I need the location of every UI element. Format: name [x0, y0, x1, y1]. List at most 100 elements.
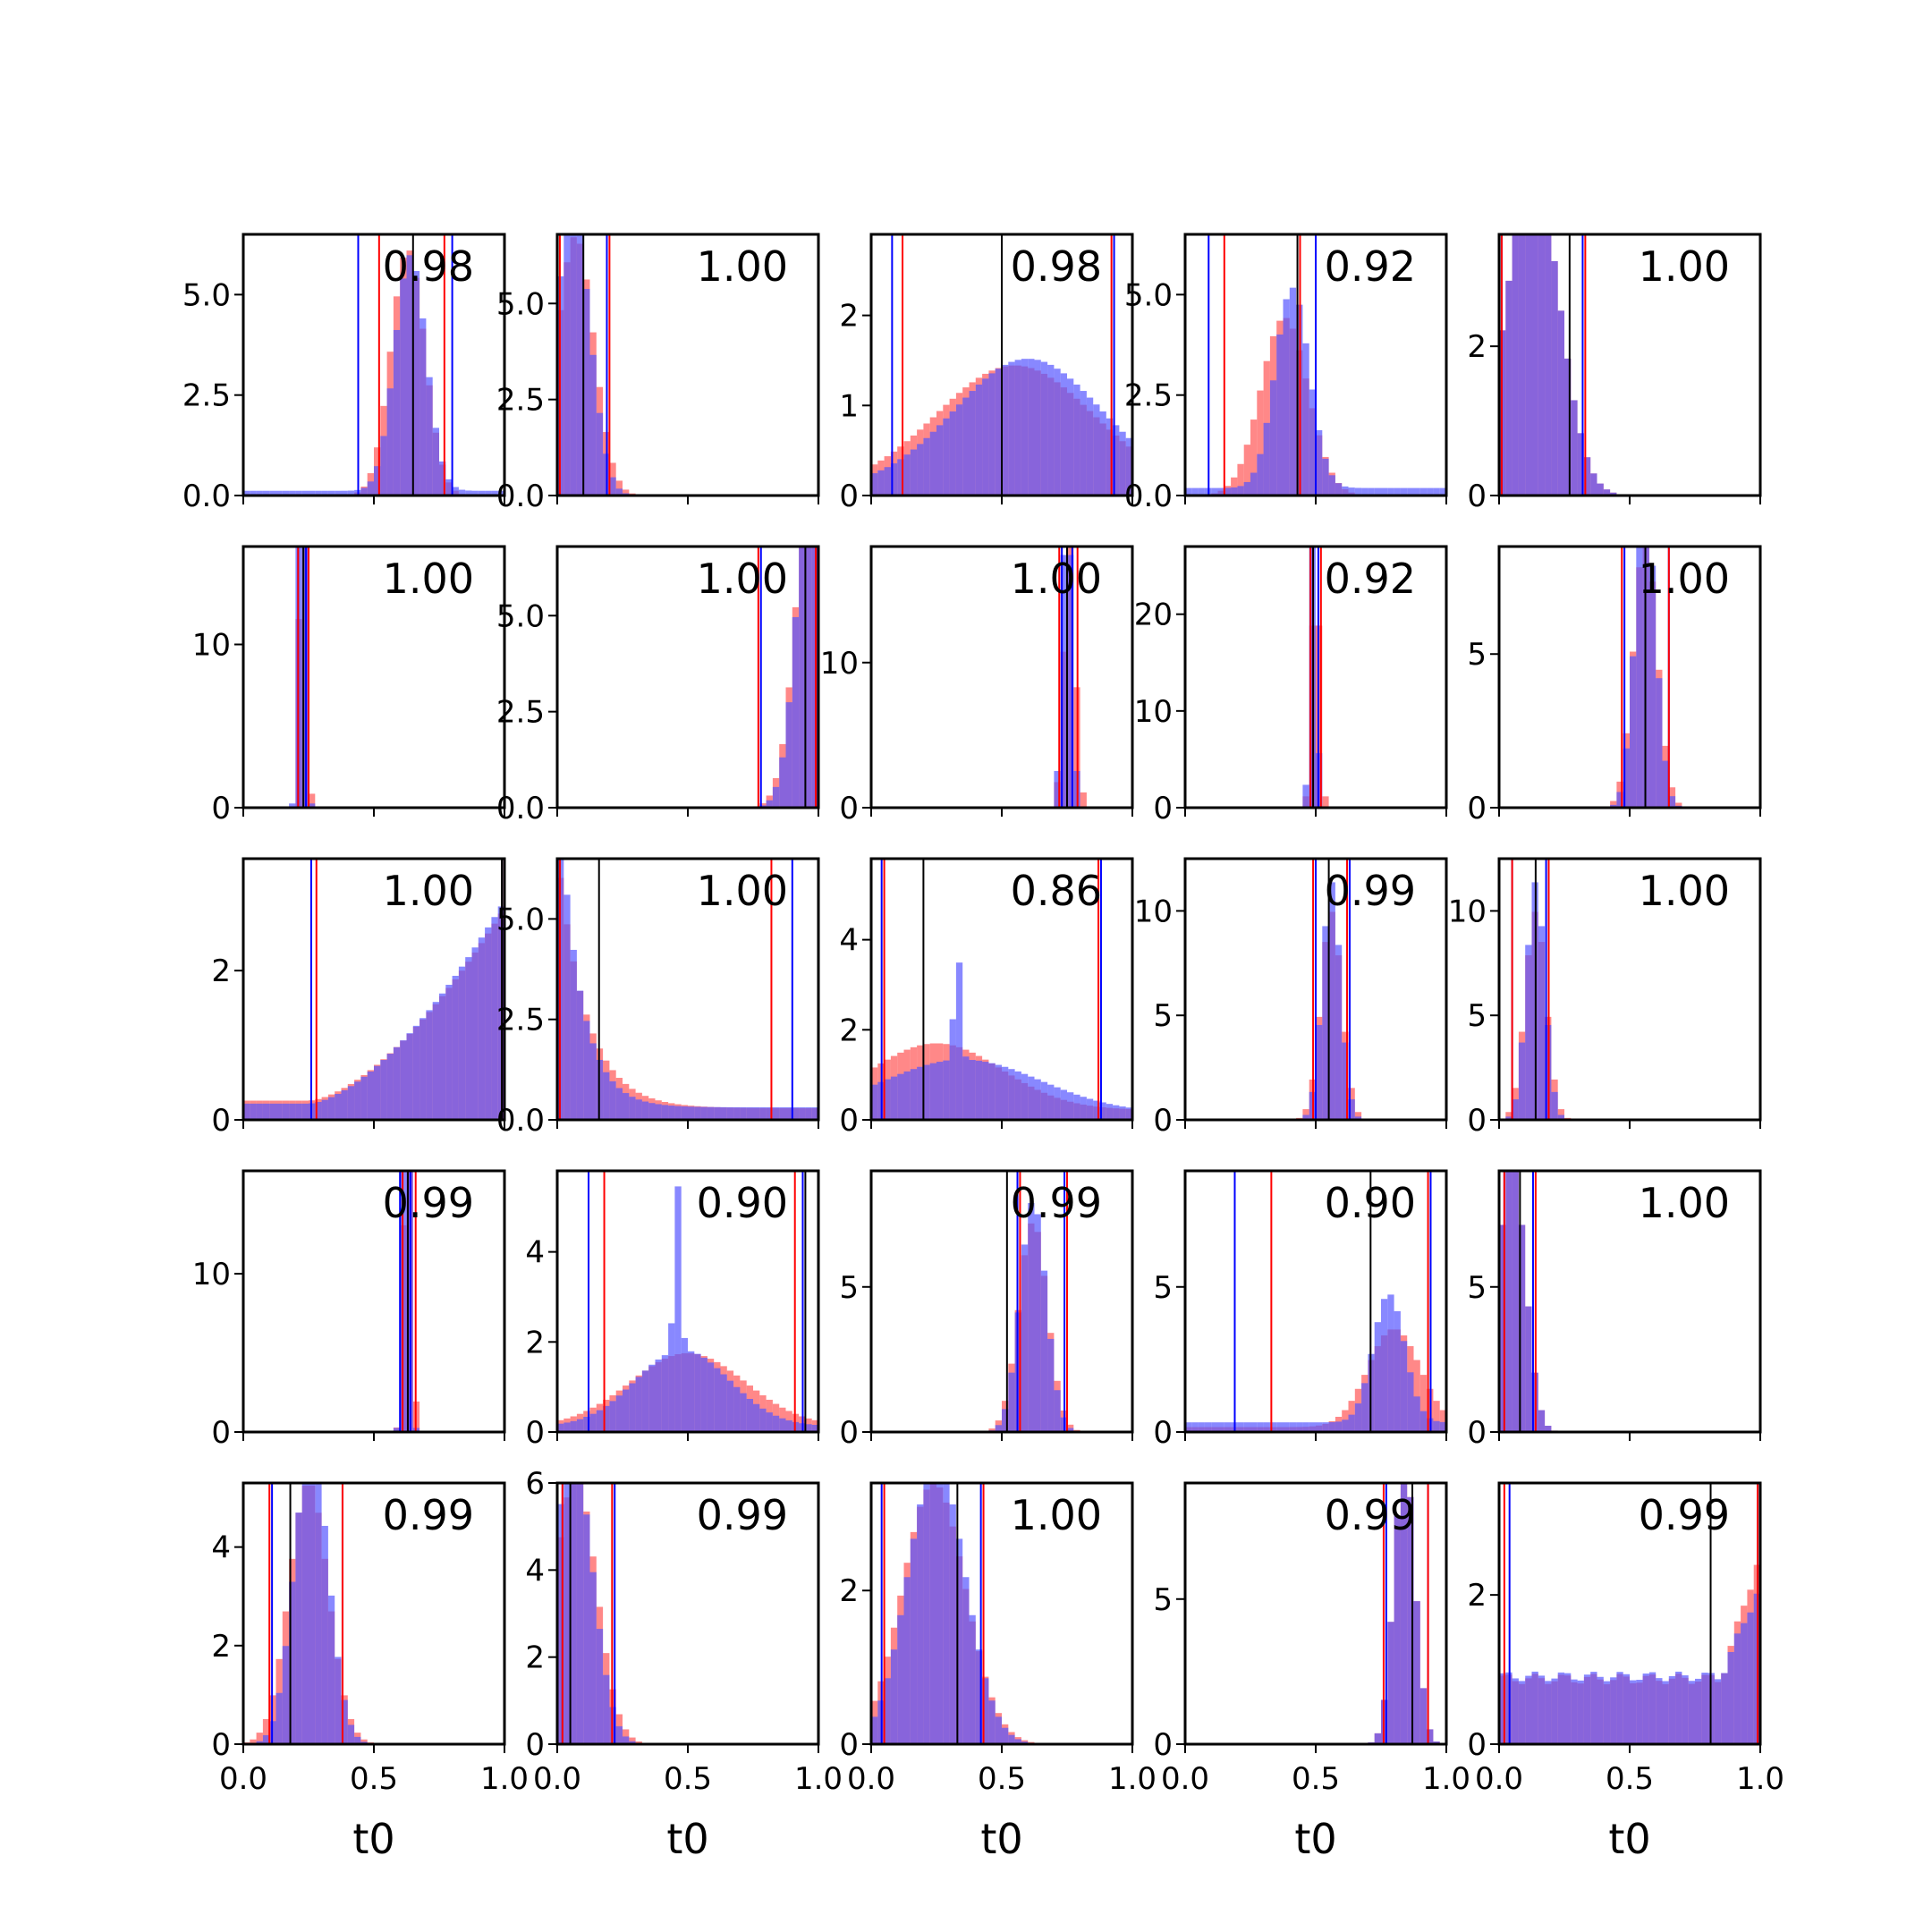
- x-tick-label: 0.0: [847, 1761, 895, 1797]
- panel-score-label: 1.00: [697, 867, 788, 915]
- panel-score-label: 1.00: [1011, 555, 1102, 603]
- hist-bar-b: [655, 1104, 662, 1120]
- hist-bar-b: [321, 490, 328, 496]
- panel-score-label: 1.00: [1639, 555, 1730, 603]
- hist-bar-b: [969, 1060, 976, 1120]
- hist-bar-b: [871, 1716, 878, 1744]
- plot-area: [243, 1483, 387, 1744]
- y-tick-label: 0: [525, 1727, 545, 1763]
- hist-bar-b: [811, 1107, 818, 1120]
- hist-bar-b: [629, 1383, 636, 1432]
- hist-bar-b: [943, 418, 950, 496]
- hist-bar-b: [897, 459, 904, 496]
- hist-bar-b: [478, 937, 486, 1120]
- y-tick-label: 0: [839, 479, 859, 514]
- hist-bar-b: [923, 1064, 930, 1120]
- panel-score-label: 0.92: [1325, 242, 1416, 291]
- hist-bar-a: [635, 1741, 642, 1744]
- hist-bar-b: [1040, 1270, 1048, 1432]
- hist-bar-b: [1531, 1671, 1538, 1744]
- y-tick-label: 4: [525, 1235, 545, 1271]
- hist-bar-a: [1557, 1109, 1564, 1120]
- hist-bar-b: [1014, 1739, 1021, 1744]
- hist-bar-a: [256, 1733, 263, 1744]
- hist-bar-b: [955, 962, 963, 1120]
- y-tick-label: 5: [1153, 998, 1173, 1034]
- hist-bar-b: [982, 1678, 989, 1744]
- hist-bar-b: [792, 1107, 800, 1120]
- hist-bar-b: [661, 1105, 669, 1120]
- hist-bar-b: [589, 1413, 597, 1432]
- hist-bar-b: [589, 1572, 597, 1744]
- hist-bar-b: [1512, 1678, 1519, 1744]
- hist-bar-b: [564, 1422, 571, 1432]
- hist-bar-b: [400, 1040, 407, 1120]
- hist-bar-a: [1419, 1375, 1428, 1432]
- hist-bar-b: [1590, 1672, 1597, 1744]
- hist-bar-b: [1302, 1114, 1309, 1120]
- hist-bar-b: [1374, 1322, 1381, 1432]
- hist-bar-b: [1008, 1734, 1015, 1744]
- hist-bar-b: [1342, 486, 1349, 496]
- hist-bar-b: [1302, 343, 1309, 496]
- hist-bar-b: [419, 318, 427, 496]
- hist-bar-b: [301, 1103, 309, 1120]
- hist-bar-b: [1231, 487, 1238, 496]
- hist-bar-b: [327, 1097, 335, 1120]
- y-tick-label: 0: [1153, 1415, 1173, 1451]
- hist-bar-b: [1545, 1426, 1552, 1432]
- hist-bar-b: [674, 1106, 682, 1120]
- hist-bar-b: [589, 1043, 597, 1120]
- hist-bar-b: [301, 1483, 309, 1744]
- hist-bar-b: [623, 1389, 630, 1432]
- histogram-panel: 051.00: [1467, 1169, 1762, 1451]
- hist-bar-b: [785, 702, 792, 808]
- hist-bar-b: [1250, 1422, 1258, 1432]
- hist-bar-b: [262, 490, 270, 496]
- hist-bar-b: [1545, 234, 1552, 496]
- hist-bar-b: [740, 1393, 747, 1432]
- hist-bar-b: [1185, 487, 1192, 496]
- x-tick-label: 0.5: [350, 1761, 398, 1797]
- hist-bar-b: [1400, 1483, 1408, 1744]
- plot-area: [740, 547, 818, 808]
- plot-area: [393, 1171, 427, 1432]
- hist-bar-b: [1040, 1081, 1048, 1120]
- hist-bar-b: [1322, 926, 1329, 1120]
- hist-bar-b: [1636, 547, 1643, 808]
- y-tick-label: 0: [1153, 791, 1173, 826]
- x-tick-label: 1.0: [794, 1761, 843, 1797]
- x-tick-label: 1.0: [1736, 1761, 1784, 1797]
- y-tick-label: 2: [525, 1640, 545, 1676]
- hist-bar-b: [250, 1103, 257, 1120]
- hist-bar-b: [570, 234, 577, 496]
- hist-bar-b: [1067, 378, 1074, 496]
- hist-bar-b: [772, 1107, 780, 1120]
- hist-bar-b: [805, 1107, 812, 1120]
- histogram-panel: 0.0 2.5 5.0 1.00: [496, 857, 820, 1139]
- y-tick-label: 0.0: [1124, 479, 1173, 514]
- hist-bar-b: [688, 1351, 695, 1432]
- hist-bar-b: [1413, 1396, 1420, 1432]
- hist-bar-b: [1381, 487, 1388, 496]
- hist-bar-a: [1610, 801, 1617, 808]
- hist-bar-b: [321, 1525, 328, 1744]
- plot-area: [1296, 547, 1335, 808]
- panel-score-label: 0.99: [697, 1491, 788, 1539]
- hist-bar-b: [1060, 1089, 1067, 1120]
- hist-bar-b: [1616, 792, 1623, 808]
- hist-bar-b: [903, 1071, 911, 1120]
- hist-bar-b: [1682, 1675, 1689, 1744]
- hist-bar-b: [341, 490, 348, 496]
- hist-bar-b: [975, 1060, 983, 1120]
- hist-bar-b: [1106, 418, 1114, 496]
- y-tick-label: 5.0: [1124, 277, 1173, 313]
- hist-bar-b: [943, 1483, 950, 1744]
- hist-bar-b: [471, 947, 479, 1120]
- hist-bar-b: [564, 234, 571, 496]
- hist-bar-b: [465, 957, 472, 1120]
- histogram-panel: 0 2 4 0.0 0.5 1.0 0.99 t0: [211, 1481, 529, 1863]
- hist-bar-a: [1354, 1112, 1362, 1120]
- hist-bar-b: [1328, 475, 1335, 496]
